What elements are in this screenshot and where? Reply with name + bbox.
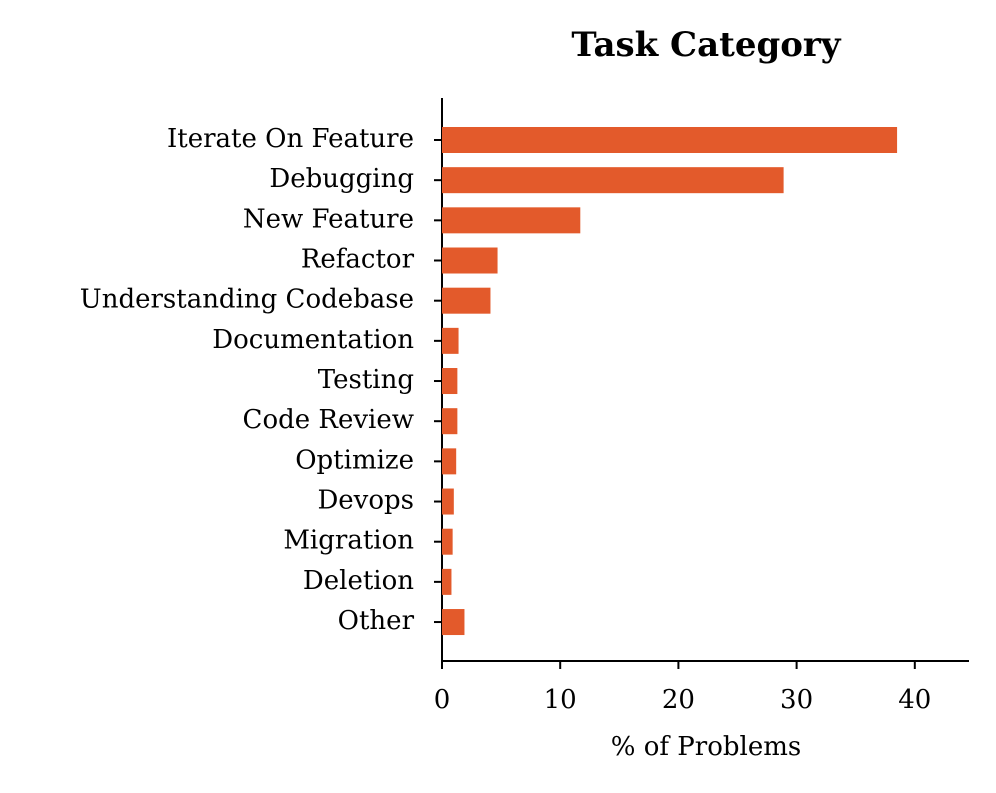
y-tick-label: Devops [317, 486, 414, 516]
x-tick-label: 10 [544, 685, 577, 715]
y-tick-label: Optimize [295, 445, 414, 475]
bar [442, 167, 784, 194]
y-tick-label: Understanding Codebase [80, 285, 414, 315]
y-tick-label: Documentation [212, 325, 414, 355]
bar [442, 488, 454, 515]
bar [442, 568, 452, 595]
y-tick-label: Testing [318, 365, 414, 395]
bar [442, 247, 498, 274]
bar [442, 368, 458, 395]
bar [442, 327, 459, 354]
x-axis-label: % of Problems [611, 732, 801, 762]
bar [442, 127, 898, 153]
x-tick-label: 20 [662, 685, 695, 715]
y-tick-label: New Feature [243, 204, 414, 234]
bar [442, 287, 491, 314]
bar [442, 528, 453, 555]
bar [442, 408, 458, 435]
bar [442, 207, 581, 234]
bar [442, 448, 457, 475]
y-tick-label: Migration [283, 526, 414, 556]
y-tick-label: Code Review [243, 405, 414, 435]
x-tick-label: 40 [898, 685, 931, 715]
x-tick-label: 0 [434, 685, 451, 715]
bar [442, 609, 465, 636]
x-tick-label: 30 [780, 685, 813, 715]
y-tick-label: Deletion [303, 566, 414, 596]
chart-title: Task Category [571, 25, 841, 65]
y-tick-label: Refactor [301, 245, 415, 275]
y-tick-label: Debugging [269, 164, 414, 194]
y-tick-label: Other [338, 606, 415, 636]
y-tick-label: Iterate On Feature [167, 124, 414, 154]
